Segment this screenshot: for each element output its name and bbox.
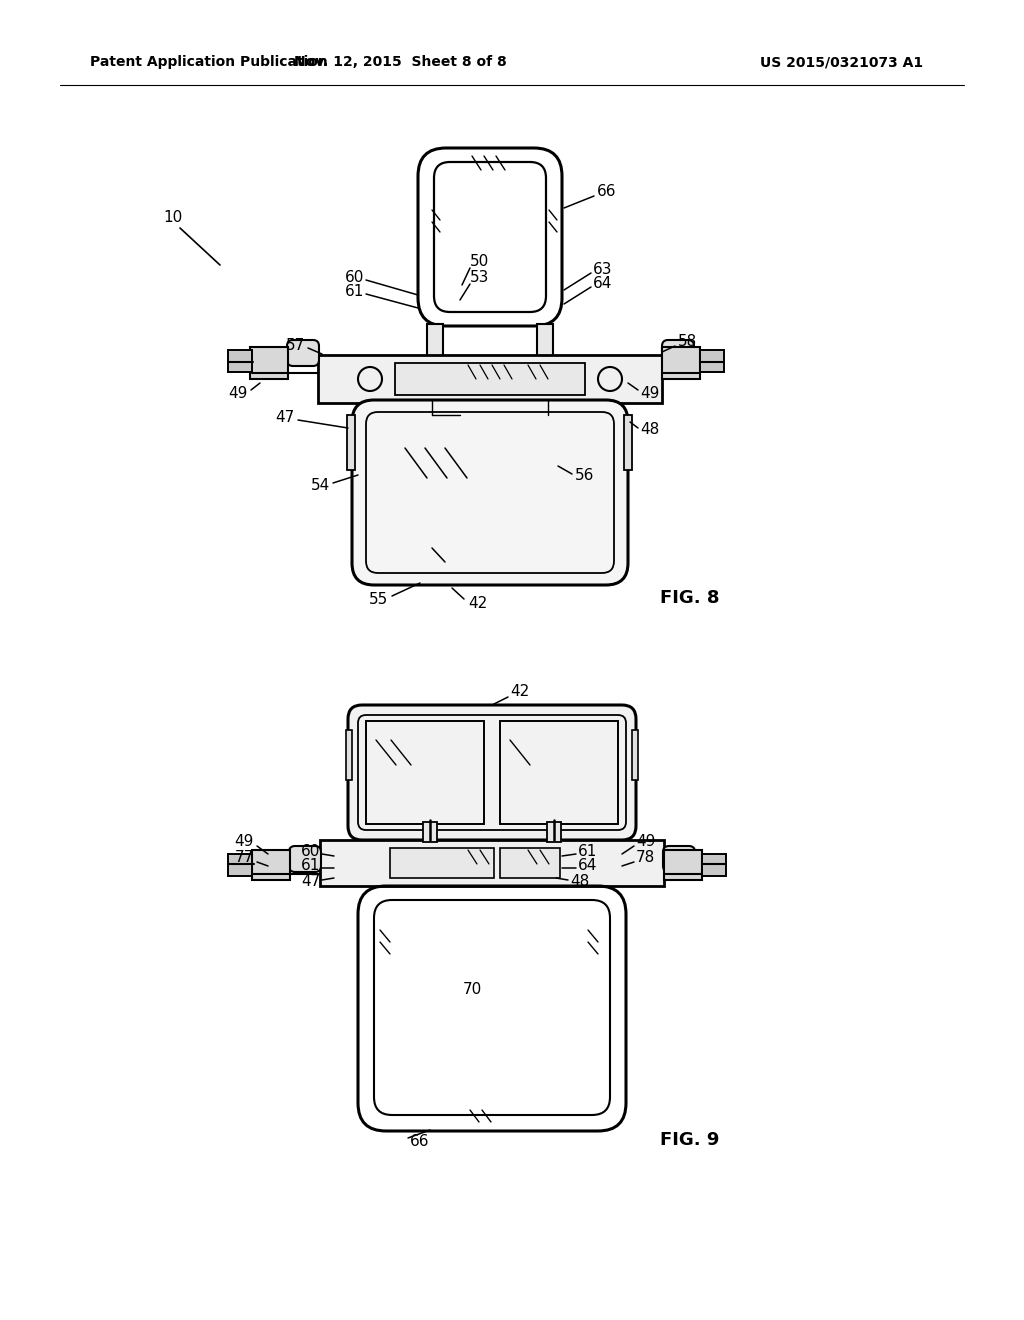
- Bar: [390, 847, 494, 878]
- Bar: [427, 323, 443, 356]
- FancyBboxPatch shape: [348, 705, 636, 840]
- Text: 58: 58: [678, 334, 697, 350]
- Bar: [228, 350, 252, 372]
- Text: 61: 61: [345, 285, 364, 300]
- Text: 47: 47: [301, 874, 319, 890]
- FancyBboxPatch shape: [352, 400, 628, 585]
- Bar: [395, 363, 585, 395]
- Text: Nov. 12, 2015  Sheet 8 of 8: Nov. 12, 2015 Sheet 8 of 8: [294, 55, 507, 69]
- Text: 57: 57: [286, 338, 305, 352]
- Bar: [252, 850, 290, 880]
- Text: 53: 53: [470, 271, 489, 285]
- Bar: [423, 822, 437, 842]
- Text: 42: 42: [510, 685, 529, 700]
- Bar: [319, 840, 664, 886]
- Bar: [700, 350, 724, 372]
- Bar: [500, 721, 618, 824]
- Text: 48: 48: [570, 874, 589, 890]
- Text: 56: 56: [575, 469, 594, 483]
- Text: 54: 54: [310, 478, 330, 492]
- Text: 61: 61: [301, 858, 319, 874]
- Bar: [250, 347, 288, 379]
- Text: 10: 10: [163, 210, 182, 226]
- Text: 49: 49: [636, 834, 655, 850]
- Text: 60: 60: [345, 271, 364, 285]
- Bar: [346, 730, 352, 780]
- Text: 50: 50: [470, 255, 489, 269]
- FancyBboxPatch shape: [287, 341, 319, 366]
- Text: 66: 66: [410, 1134, 429, 1150]
- Bar: [662, 347, 700, 379]
- Bar: [366, 721, 484, 824]
- Bar: [347, 414, 355, 470]
- Text: 61: 61: [578, 845, 597, 859]
- Text: 63: 63: [593, 263, 612, 277]
- FancyBboxPatch shape: [289, 846, 321, 873]
- Text: 49: 49: [234, 834, 254, 850]
- Text: 49: 49: [640, 387, 659, 401]
- Text: 64: 64: [578, 858, 597, 874]
- Bar: [624, 414, 632, 470]
- Text: 48: 48: [640, 422, 659, 437]
- FancyBboxPatch shape: [662, 341, 694, 366]
- Text: FIG. 8: FIG. 8: [660, 589, 720, 607]
- Text: US 2015/0321073 A1: US 2015/0321073 A1: [760, 55, 923, 69]
- Text: 77: 77: [234, 850, 254, 866]
- Text: 60: 60: [301, 845, 319, 859]
- Text: 70: 70: [463, 982, 481, 998]
- Bar: [228, 854, 252, 876]
- Text: FIG. 9: FIG. 9: [660, 1131, 720, 1148]
- Text: 47: 47: [275, 411, 295, 425]
- Bar: [318, 355, 662, 403]
- Text: 49: 49: [228, 387, 248, 401]
- FancyBboxPatch shape: [663, 846, 695, 873]
- Bar: [537, 323, 553, 356]
- Text: Patent Application Publication: Patent Application Publication: [90, 55, 328, 69]
- Bar: [500, 847, 560, 878]
- Text: 78: 78: [636, 850, 655, 866]
- Text: 64: 64: [593, 276, 612, 292]
- Bar: [664, 850, 702, 880]
- Text: 42: 42: [468, 597, 487, 611]
- Bar: [702, 854, 726, 876]
- Text: 55: 55: [369, 593, 388, 607]
- Bar: [632, 730, 638, 780]
- Bar: [547, 822, 561, 842]
- Text: 66: 66: [597, 185, 616, 199]
